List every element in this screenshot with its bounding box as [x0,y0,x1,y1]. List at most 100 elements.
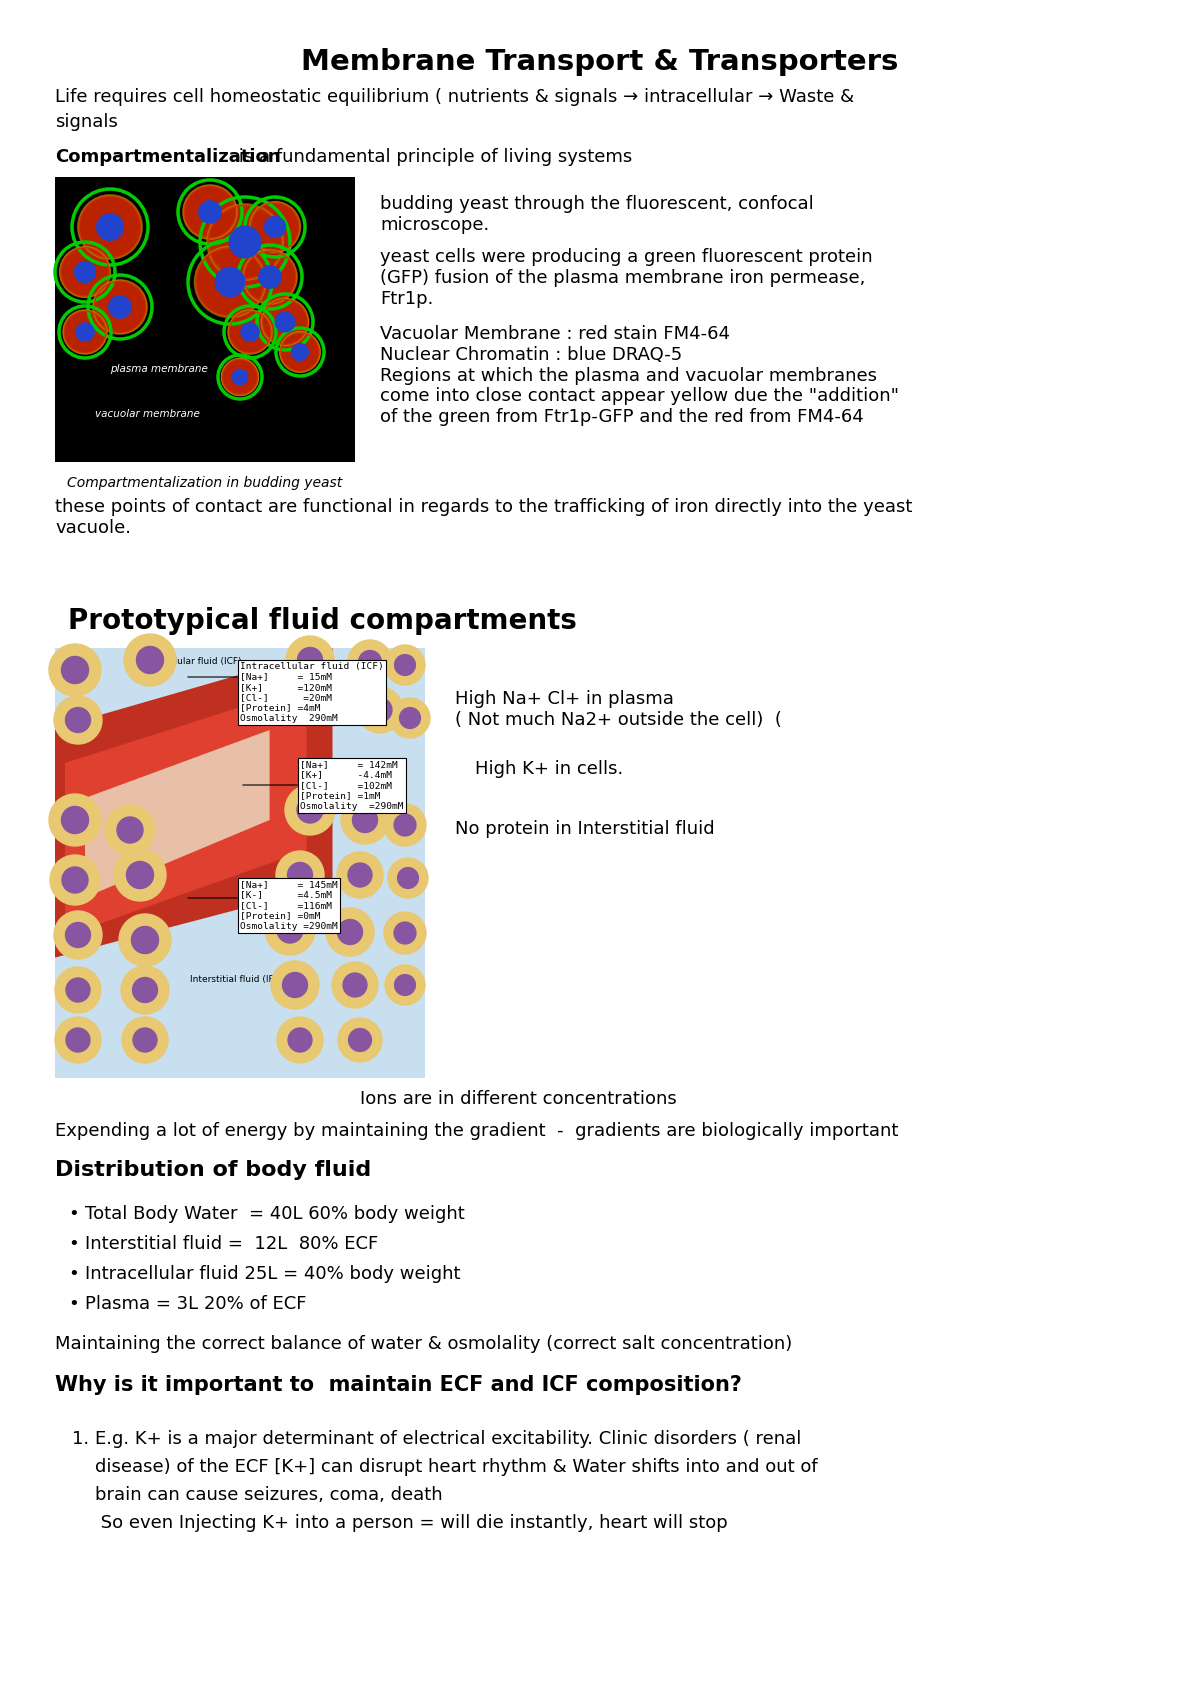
Text: Why is it important to  maintain ECF and ICF composition?: Why is it important to maintain ECF and … [55,1375,742,1396]
Circle shape [275,312,295,331]
Text: Intracellular fluid 25L = 40% body weight: Intracellular fluid 25L = 40% body weigh… [85,1265,461,1284]
Text: E.g. K+ is a major determinant of electrical excitability. Clinic disorders ( re: E.g. K+ is a major determinant of electr… [95,1430,802,1448]
Text: signals: signals [55,114,118,131]
Circle shape [288,863,312,888]
Circle shape [286,784,335,835]
Text: Maintaining the correct balance of water & osmolality (correct salt concentratio: Maintaining the correct balance of water… [55,1335,792,1353]
Circle shape [348,863,372,886]
Circle shape [251,202,300,251]
Text: Vacuolar Membrane : red stain FM4-64
Nuclear Chromatin : blue DRAQ-5
Regions at : Vacuolar Membrane : red stain FM4-64 Nuc… [380,324,899,426]
Circle shape [271,961,319,1009]
Circle shape [61,807,89,834]
Circle shape [288,1027,312,1053]
Text: •: • [68,1206,79,1223]
Circle shape [353,808,378,832]
Text: Total Body Water  = 40L 60% body weight: Total Body Water = 40L 60% body weight [85,1206,464,1223]
Text: 1.: 1. [72,1430,89,1448]
Bar [55,177,355,462]
Circle shape [114,849,166,902]
Text: [Na+]     = 145mM
[K-]      =4.5mM
[Cl-]     =116mM
[Protein] =0mM
Osmolality =2: [Na+] = 145mM [K-] =4.5mM [Cl-] =116mM [… [240,880,337,931]
Text: Prototypical fluid compartments: Prototypical fluid compartments [68,606,577,635]
Text: Compartmentalization: Compartmentalization [55,148,281,166]
Circle shape [199,200,221,222]
Circle shape [277,917,302,942]
Circle shape [332,963,378,1009]
Circle shape [133,1027,157,1053]
Circle shape [54,696,102,744]
Bar [55,649,425,1078]
Circle shape [265,905,314,954]
Text: [Na+]     = 142mM
[K+]      -4.4mM
[Cl-]     =102mM
[Protein] =1mM
Osmolality  =: [Na+] = 142mM [K+] -4.4mM [Cl-] =102mM [… [300,761,403,810]
Circle shape [66,978,90,1002]
Text: Distribution of body fluid: Distribution of body fluid [55,1160,371,1180]
Circle shape [66,1027,90,1053]
Text: Interstitial fluid (IF): Interstitial fluid (IF) [190,975,277,985]
Circle shape [359,650,382,674]
Circle shape [76,323,94,341]
Text: plasma membrane: plasma membrane [110,363,208,374]
Circle shape [94,280,146,333]
Circle shape [208,205,282,278]
Circle shape [388,857,428,898]
Circle shape [184,185,236,238]
Circle shape [196,248,264,316]
Text: vacuolar membrane: vacuolar membrane [95,409,200,419]
Circle shape [264,217,286,238]
Circle shape [109,295,131,318]
Circle shape [400,708,420,728]
Text: No protein in Interstitial fluid: No protein in Interstitial fluid [455,820,715,839]
Text: budding yeast through the fluorescent, confocal
microscope.: budding yeast through the fluorescent, c… [380,195,814,234]
Circle shape [276,851,324,898]
Circle shape [97,214,124,241]
Circle shape [74,261,96,282]
Text: these points of contact are functional in regards to the trafficking of iron dir: these points of contact are functional i… [55,498,912,537]
Circle shape [390,698,430,739]
Circle shape [49,644,101,696]
Text: Interstitial fluid =  12L  80% ECF: Interstitial fluid = 12L 80% ECF [85,1234,378,1253]
Circle shape [241,323,259,341]
Circle shape [358,688,403,734]
Circle shape [397,868,419,888]
Circle shape [124,633,176,686]
Circle shape [122,1017,168,1063]
Text: Compartmentalization in budding yeast: Compartmentalization in budding yeast [67,475,343,491]
Circle shape [132,927,158,954]
Circle shape [385,645,425,684]
Circle shape [341,796,389,844]
Circle shape [215,267,245,297]
Circle shape [106,805,155,856]
Polygon shape [55,649,332,958]
Circle shape [54,912,102,959]
Circle shape [368,698,392,722]
Circle shape [281,333,319,372]
Circle shape [395,655,415,676]
Circle shape [385,964,425,1005]
Text: yeast cells were producing a green fluorescent protein
(GFP) fusion of the plasm: yeast cells were producing a green fluor… [380,248,872,307]
Circle shape [337,852,383,898]
Text: Intracellular fluid (ICF)
[Na+]     = 15mM
[K+]      =120mM
[Cl-]      =20mM
[Pr: Intracellular fluid (ICF) [Na+] = 15mM [… [240,662,384,723]
Circle shape [121,966,169,1014]
Text: Membrane Transport & Transporters: Membrane Transport & Transporters [301,48,899,76]
Circle shape [229,311,271,353]
Circle shape [66,708,90,732]
Polygon shape [65,686,307,936]
Circle shape [229,226,260,258]
Circle shape [222,358,258,396]
Circle shape [384,803,426,846]
Polygon shape [85,730,270,898]
Circle shape [61,657,89,684]
Circle shape [338,1019,382,1061]
Circle shape [298,647,323,672]
Circle shape [79,195,142,258]
Circle shape [66,922,90,947]
Circle shape [282,973,307,997]
Circle shape [49,795,101,846]
Text: So even Injecting K+ into a person = will die instantly, heart will stop: So even Injecting K+ into a person = wil… [95,1515,727,1532]
Text: Ions are in different concentrations: Ions are in different concentrations [360,1090,677,1109]
Text: •: • [68,1296,79,1313]
Text: Expending a lot of energy by maintaining the gradient  -  gradients are biologic: Expending a lot of energy by maintaining… [55,1122,899,1139]
Circle shape [277,1017,323,1063]
Text: brain can cause seizures, coma, death: brain can cause seizures, coma, death [95,1486,443,1504]
Circle shape [132,978,157,1002]
Text: Life requires cell homeostatic equilibrium ( nutrients & signals → intracellular: Life requires cell homeostatic equilibri… [55,88,854,105]
